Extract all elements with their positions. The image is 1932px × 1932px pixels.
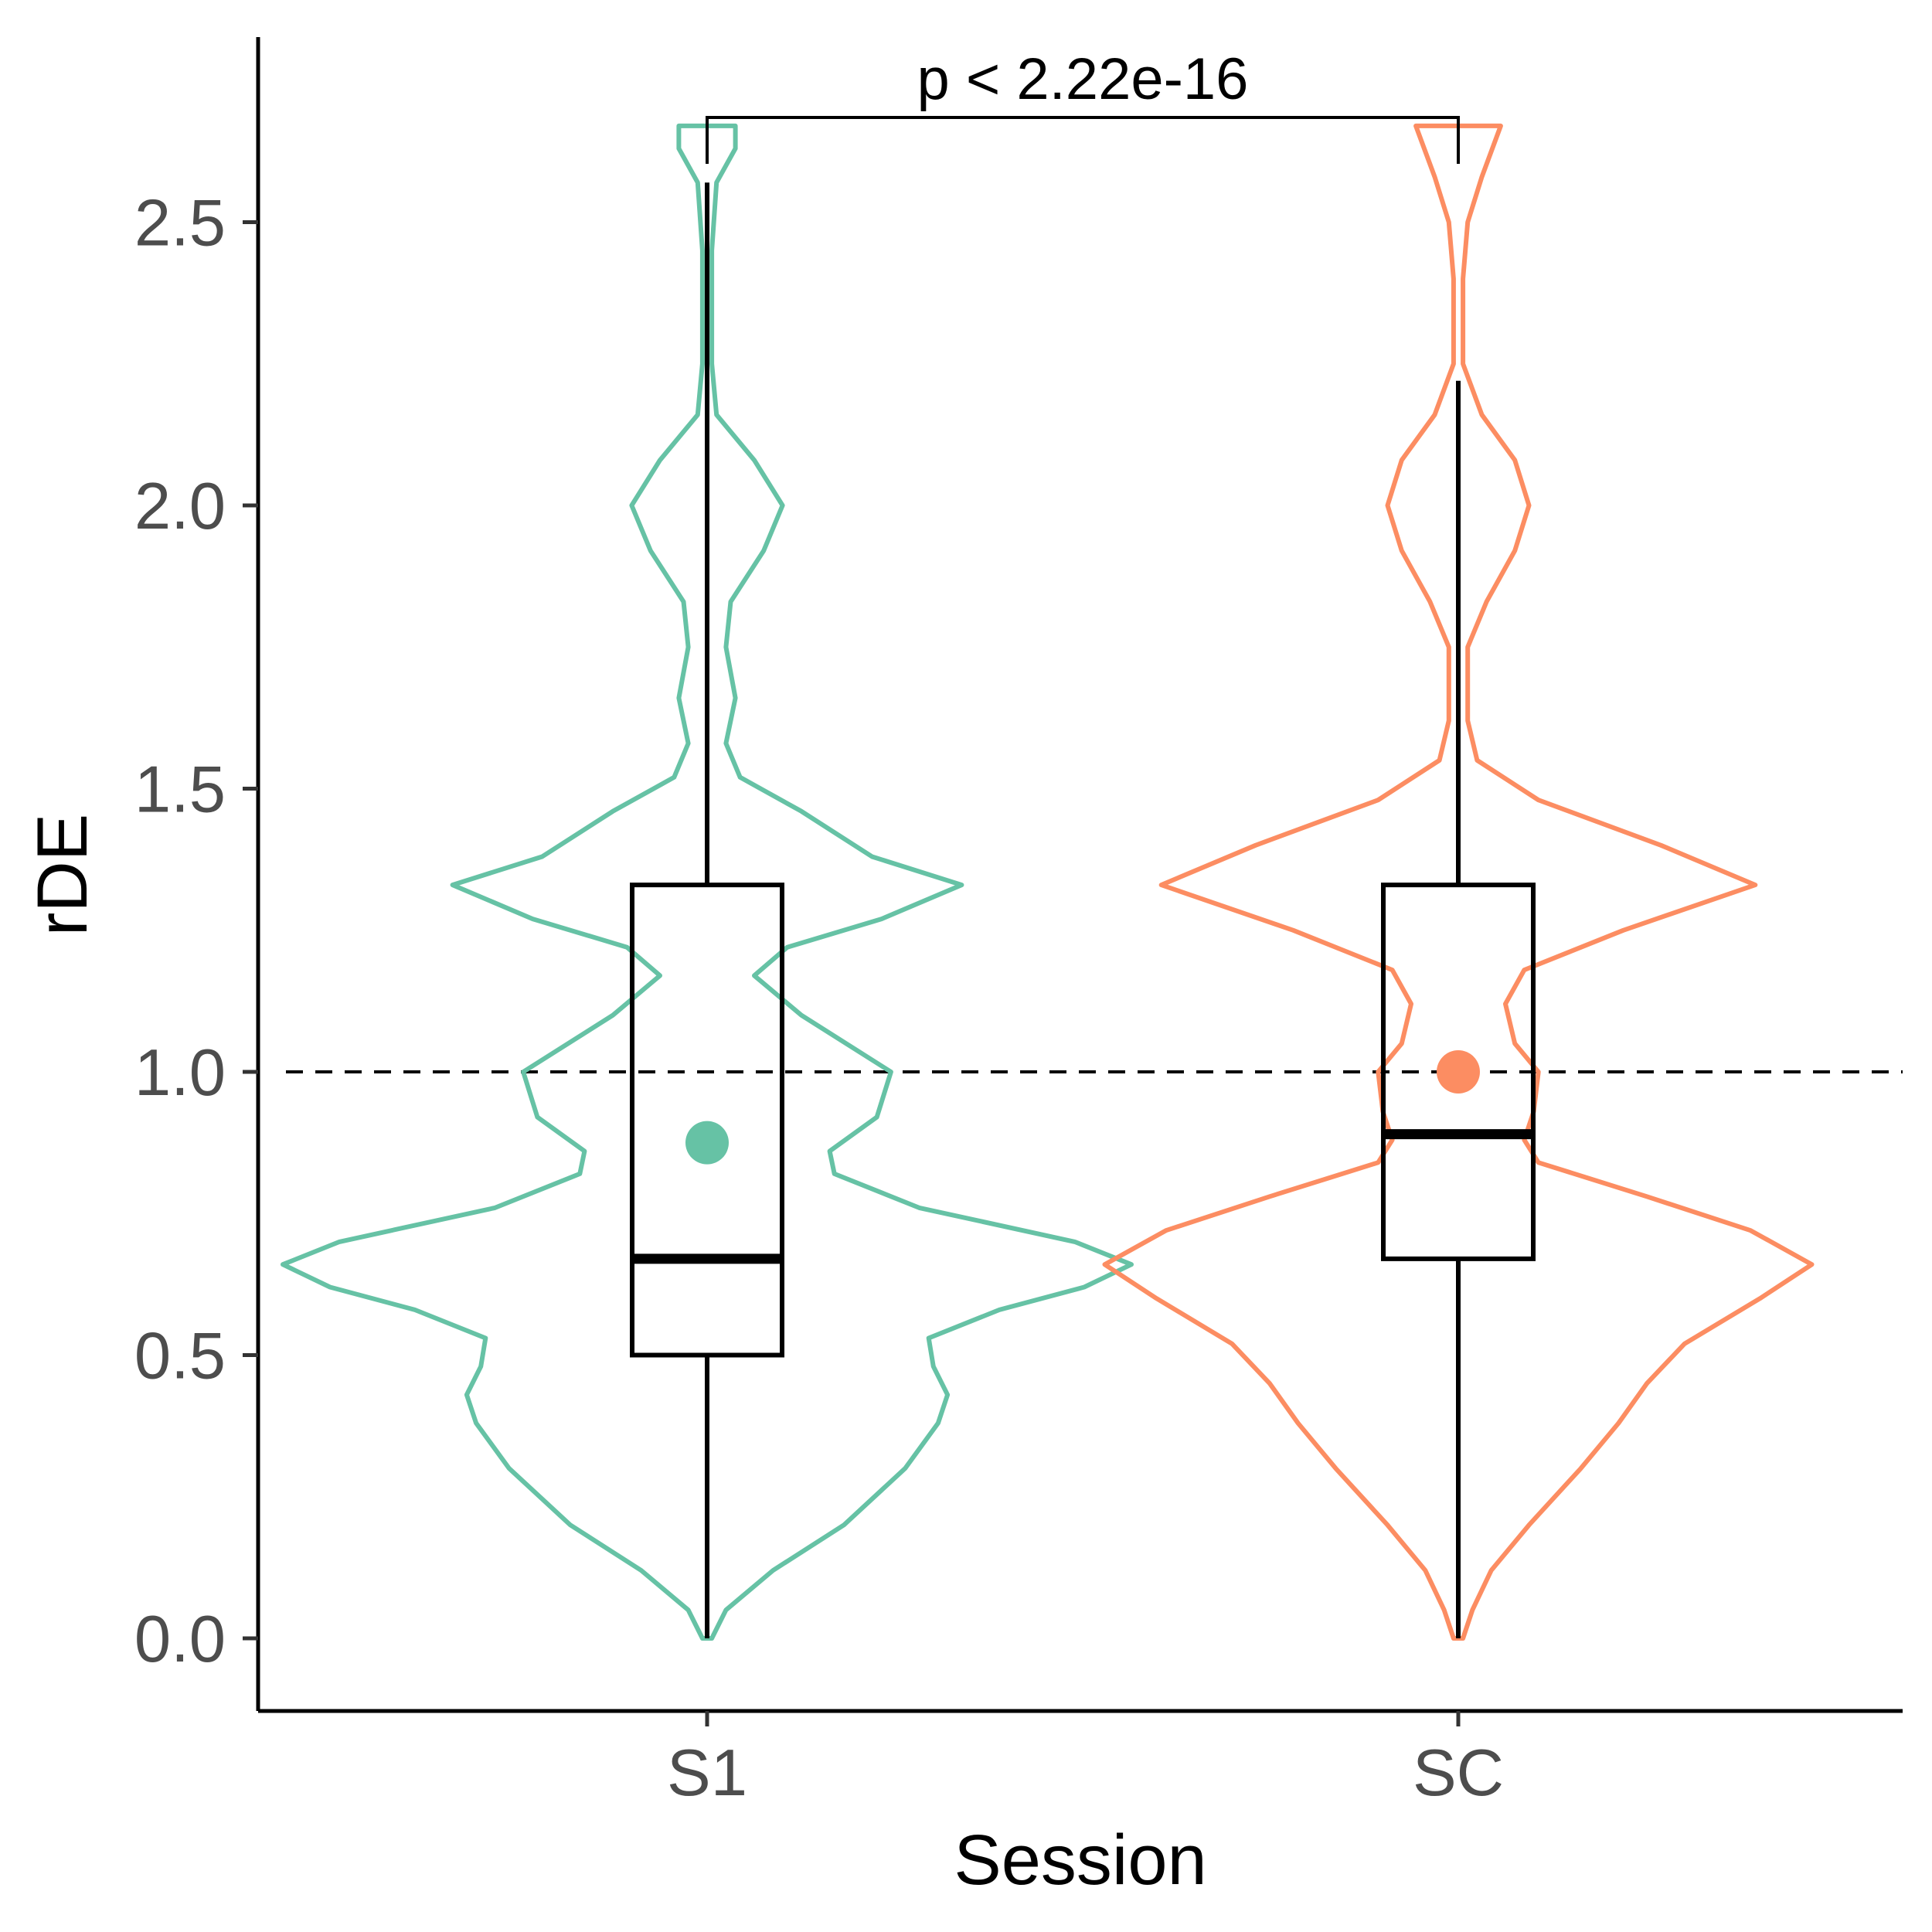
significance-layer: p < 2.22e-16 (706, 46, 1460, 164)
x-tick-label: SC (1413, 1736, 1504, 1810)
mean-point-s1 (685, 1121, 729, 1165)
x-axis-title: Session (954, 1821, 1206, 1900)
y-tick-label: 1.5 (134, 753, 226, 827)
y-axis-title: rDE (23, 814, 102, 936)
y-tick-label: 2.5 (134, 187, 226, 260)
violin-s1 (281, 123, 1134, 1641)
y-tick-label: 2.0 (134, 470, 226, 543)
y-tick-label: 1.0 (134, 1036, 226, 1110)
y-tick-label: 0.5 (134, 1320, 226, 1393)
boxplot-layer (630, 182, 1536, 1638)
y-ticks: 0.0 0.5 1.0 1.5 2.0 2.5 (134, 187, 258, 1676)
x-ticks: S1 SC (667, 1711, 1504, 1810)
violin-layer (281, 123, 1815, 1641)
axes-layer (256, 37, 1903, 1713)
x-tick-label: S1 (667, 1736, 747, 1810)
box-s1 (630, 883, 784, 1358)
y-tick-label: 0.0 (134, 1603, 226, 1676)
mean-point-sc (1437, 1050, 1480, 1094)
violin-sc (1102, 123, 1815, 1641)
box-sc (1381, 883, 1536, 1261)
mean-point-layer (685, 1050, 1480, 1165)
significance-bracket (706, 116, 1460, 164)
significance-label: p < 2.22e-16 (917, 46, 1249, 112)
